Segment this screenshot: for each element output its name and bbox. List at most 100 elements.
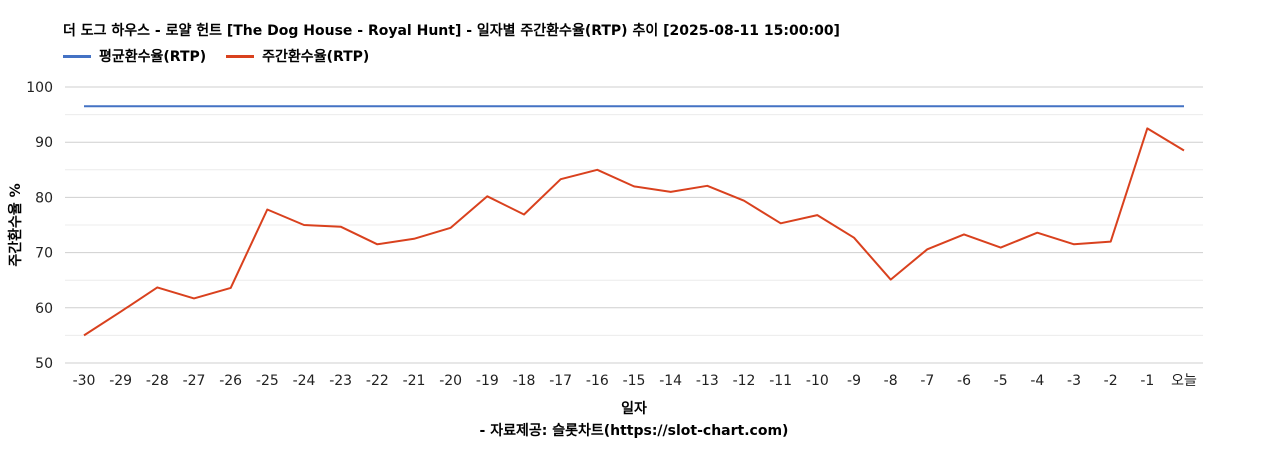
x-tick-label: -23 (329, 373, 352, 389)
point-average[interactable] (151, 100, 163, 112)
point-average[interactable] (335, 100, 347, 112)
y-tick-label: 90 (35, 135, 53, 151)
point-weekly[interactable] (1141, 122, 1153, 134)
x-tick-label: -30 (73, 373, 96, 389)
x-tick-label: -17 (549, 373, 572, 389)
point-average[interactable] (848, 100, 860, 112)
y-tick-labels: 50 60 70 80 90 100 (26, 80, 53, 372)
point-average[interactable] (1031, 100, 1043, 112)
point-average[interactable] (665, 100, 677, 112)
point-average[interactable] (1068, 100, 1080, 112)
point-weekly[interactable] (775, 217, 787, 229)
legend-item-weekly[interactable]: 주간환수율(RTP) (226, 46, 369, 66)
point-weekly[interactable] (78, 329, 90, 341)
point-average[interactable] (701, 100, 713, 112)
point-average[interactable] (298, 100, 310, 112)
point-weekly[interactable] (885, 274, 897, 286)
x-tick-label: -9 (847, 373, 861, 389)
point-weekly[interactable] (445, 222, 457, 234)
point-average[interactable] (408, 100, 420, 112)
x-tick-label: -18 (513, 373, 536, 389)
x-tick-label: -24 (293, 373, 316, 389)
x-tick-label: 오늘 (1171, 373, 1197, 389)
x-tick-label: -3 (1067, 373, 1081, 389)
point-weekly[interactable] (1178, 144, 1190, 156)
point-weekly[interactable] (188, 292, 200, 304)
point-average[interactable] (995, 100, 1007, 112)
point-average[interactable] (591, 100, 603, 112)
point-weekly[interactable] (555, 173, 567, 185)
point-weekly[interactable] (591, 164, 603, 176)
series-lines (78, 100, 1190, 341)
x-tick-label: -4 (1030, 373, 1044, 389)
point-average[interactable] (628, 100, 640, 112)
point-weekly[interactable] (151, 281, 163, 293)
legend-item-average[interactable]: 평균환수율(RTP) (63, 46, 206, 66)
point-weekly[interactable] (408, 233, 420, 245)
point-average[interactable] (1141, 100, 1153, 112)
line-chart: 50 60 70 80 90 100 -30 -29 -28 -27 -26 -25 -24 -23 -2… (7, 80, 1203, 417)
x-tick-label: -25 (256, 373, 279, 389)
point-weekly[interactable] (481, 190, 493, 202)
y-tick-label: 100 (26, 80, 53, 96)
y-tick-label: 80 (35, 190, 53, 206)
point-weekly[interactable] (335, 221, 347, 233)
point-weekly[interactable] (225, 282, 237, 294)
point-average[interactable] (1105, 100, 1117, 112)
x-tick-label: -12 (733, 373, 756, 389)
point-weekly[interactable] (995, 242, 1007, 254)
point-average[interactable] (225, 100, 237, 112)
point-weekly[interactable] (848, 232, 860, 244)
point-weekly[interactable] (261, 204, 273, 216)
point-weekly[interactable] (738, 195, 750, 207)
point-weekly[interactable] (1105, 236, 1117, 248)
point-weekly[interactable] (1068, 238, 1080, 250)
point-weekly[interactable] (921, 243, 933, 255)
point-average[interactable] (921, 100, 933, 112)
x-tick-label: -2 (1104, 373, 1118, 389)
point-average[interactable] (518, 100, 530, 112)
point-average[interactable] (555, 100, 567, 112)
x-tick-label: -26 (219, 373, 242, 389)
point-weekly[interactable] (371, 238, 383, 250)
legend-swatch-average (63, 54, 91, 58)
point-weekly[interactable] (701, 180, 713, 192)
point-weekly[interactable] (958, 228, 970, 240)
point-average[interactable] (811, 100, 823, 112)
x-axis-title: 일자 (621, 401, 647, 417)
gridlines (65, 86, 1203, 364)
point-average[interactable] (481, 100, 493, 112)
x-tick-label: -8 (884, 373, 898, 389)
point-average[interactable] (78, 100, 90, 112)
legend-swatch-weekly (226, 54, 255, 58)
point-average[interactable] (371, 100, 383, 112)
point-weekly[interactable] (115, 306, 127, 318)
point-weekly[interactable] (1031, 227, 1043, 239)
point-average[interactable] (115, 100, 127, 112)
x-tick-label: -20 (439, 373, 462, 389)
x-tick-label: -14 (659, 373, 682, 389)
point-average[interactable] (188, 100, 200, 112)
x-tick-label: -16 (586, 373, 609, 389)
point-average[interactable] (775, 100, 787, 112)
y-tick-label: 50 (35, 356, 53, 372)
x-tick-label: -7 (920, 373, 934, 389)
point-average[interactable] (261, 100, 273, 112)
source-note: - 자료제공: 슬롯차트(https://slot-chart.com) (479, 423, 789, 439)
x-tick-label: -6 (957, 373, 971, 389)
point-weekly[interactable] (298, 219, 310, 231)
point-average[interactable] (958, 100, 970, 112)
point-average[interactable] (885, 100, 897, 112)
point-average[interactable] (738, 100, 750, 112)
x-tick-label: -10 (806, 373, 829, 389)
point-average[interactable] (1178, 100, 1190, 112)
chart-title: 더 도그 하우스 - 로얄 헌트 [The Dog House - Royal … (63, 23, 840, 39)
point-weekly[interactable] (628, 180, 640, 192)
x-tick-label: -27 (183, 373, 206, 389)
point-weekly[interactable] (811, 209, 823, 221)
point-average[interactable] (445, 100, 457, 112)
x-tick-label: -15 (623, 373, 646, 389)
point-weekly[interactable] (518, 209, 530, 221)
series-line-weekly (83, 127, 1185, 337)
point-weekly[interactable] (665, 186, 677, 198)
